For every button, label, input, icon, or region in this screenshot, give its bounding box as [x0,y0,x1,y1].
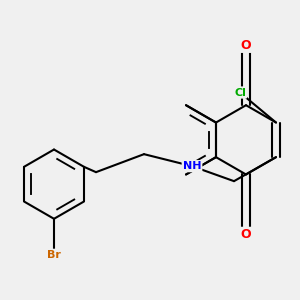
Text: Br: Br [47,250,61,260]
Text: O: O [241,228,251,241]
Text: Cl: Cl [234,88,246,98]
Text: NH: NH [183,161,201,171]
Text: O: O [241,39,251,52]
